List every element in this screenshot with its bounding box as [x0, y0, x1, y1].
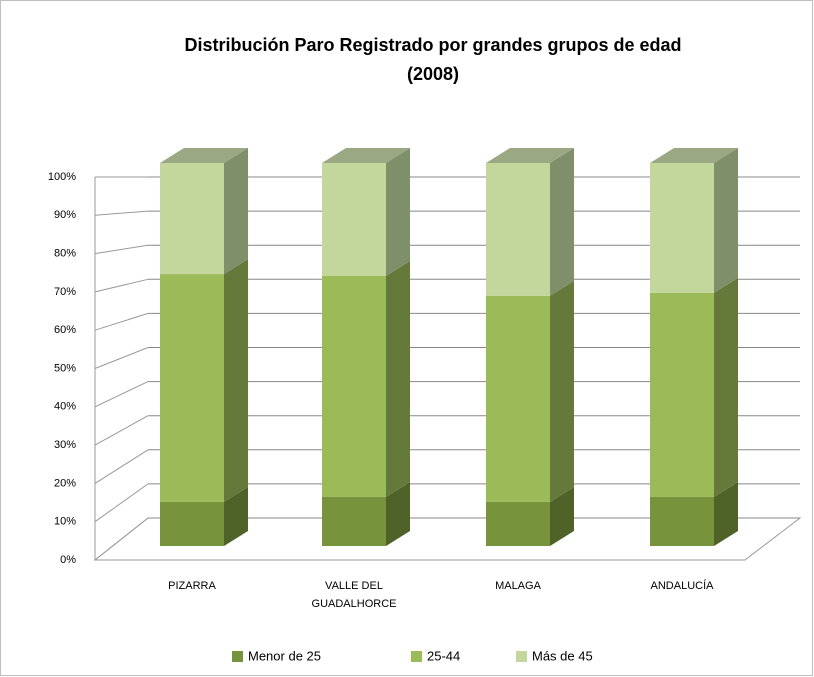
bar-side [550, 486, 574, 546]
side-grid-line [94, 244, 149, 255]
y-tick-label: 70% [54, 286, 76, 298]
bar [322, 275, 386, 497]
bar-side [224, 486, 248, 546]
bar [650, 292, 714, 497]
side-grid-line [94, 278, 149, 293]
bar [160, 163, 224, 275]
bar-top [160, 148, 248, 163]
y-tick-label: 80% [54, 248, 76, 260]
bar [322, 496, 386, 546]
y-tick-label: 50% [54, 362, 76, 374]
legend-swatch [411, 651, 422, 662]
legend-swatch [232, 651, 243, 662]
chart-title: Distribución Paro Registrado por grandes… [184, 35, 681, 55]
side-grid-line [94, 449, 149, 484]
legend-label: Más de 45 [532, 648, 593, 663]
chart-subtitle: (2008) [407, 64, 459, 84]
y-tick-label: 10% [54, 516, 76, 528]
side-grid-line [94, 210, 149, 216]
bar [486, 501, 550, 546]
y-tick-label: 100% [48, 171, 76, 183]
bar-side [714, 277, 738, 497]
legend-swatch [516, 651, 527, 662]
x-tick-label: VALLE DEL GUADALHORCE [311, 580, 397, 610]
bar-side [386, 481, 410, 546]
bar [160, 274, 224, 502]
y-tick-label: 30% [54, 439, 76, 451]
bar-side [386, 260, 410, 497]
bar [486, 163, 550, 296]
bar-side [714, 148, 738, 293]
bar [322, 163, 386, 276]
bar [486, 295, 550, 502]
legend-label: 25-44 [427, 648, 460, 663]
side-grid-line [94, 381, 149, 408]
side-grid-line [94, 347, 149, 369]
bar [650, 163, 714, 293]
y-tick-label: 60% [54, 324, 76, 336]
y-tick-label: 20% [54, 477, 76, 489]
bar-side [714, 481, 738, 546]
bar [650, 496, 714, 546]
x-tick-label: MALAGA [495, 580, 541, 592]
bar-side [224, 148, 248, 275]
y-tick-label: 90% [54, 209, 76, 221]
side-grid-line [94, 483, 149, 523]
bar-side [550, 280, 574, 502]
x-tick-label: PIZARRA [168, 580, 216, 592]
bar-side [386, 148, 410, 276]
side-grid-line [94, 517, 149, 561]
x-tick-label: ANDALUCÍA [650, 580, 714, 592]
bar [160, 501, 224, 546]
bar-top [650, 148, 738, 163]
bar-side [224, 259, 248, 502]
legend-label: Menor de 25 [248, 648, 321, 663]
bar-top [322, 148, 410, 163]
bar-side [550, 148, 574, 296]
side-grid-line [94, 312, 149, 331]
y-tick-label: 40% [54, 401, 76, 413]
y-tick-label: 0% [60, 554, 76, 566]
bar-top [486, 148, 574, 163]
side-grid-line [94, 415, 149, 446]
